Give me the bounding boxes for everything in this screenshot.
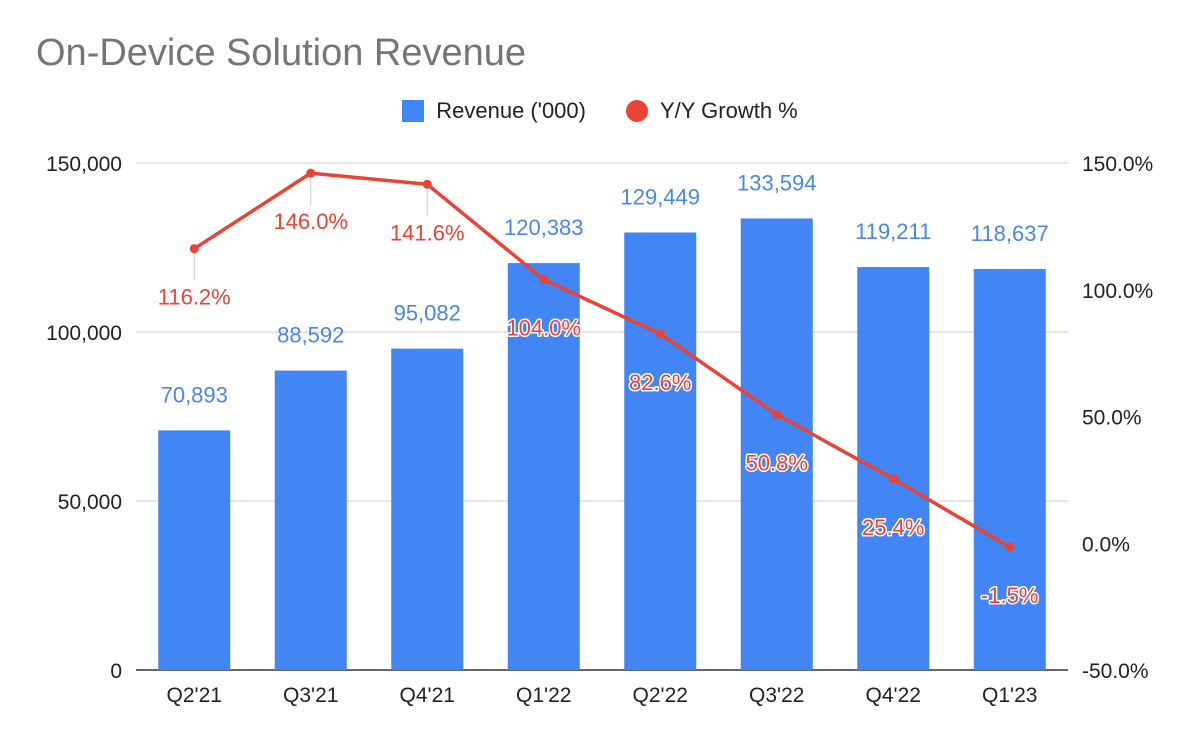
bar-revenue	[391, 348, 464, 670]
growth-point	[539, 275, 549, 285]
bar-data-label: 133,594	[737, 170, 817, 195]
x-tick-label: Q4'22	[866, 684, 921, 707]
bar-revenue	[507, 263, 580, 670]
legend-label-revenue: Revenue ('000)	[436, 98, 586, 123]
bar-revenue	[740, 218, 813, 671]
legend-swatch-growth	[625, 100, 648, 122]
growth-data-label: 146.0%	[273, 209, 348, 234]
y-right-tick-label: 100.0%	[1082, 280, 1153, 303]
growth-data-label: 50.8%	[746, 450, 808, 475]
growth-data-label: -1.5%	[981, 583, 1038, 608]
bar-data-label: 120,383	[504, 215, 584, 240]
growth-point	[1005, 542, 1015, 552]
growth-data-label: 82.6%	[629, 370, 691, 395]
x-tick-label: Q3'22	[749, 684, 804, 707]
bar-data-label: 70,893	[161, 382, 228, 407]
y-left-tick-label: 50,000	[58, 491, 122, 514]
x-tick-label: Q4'21	[400, 684, 455, 707]
bar-revenue	[158, 430, 231, 670]
growth-data-label: 141.6%	[390, 220, 465, 245]
growth-point	[422, 179, 432, 189]
growth-data-label: 116.2%	[158, 285, 231, 310]
growth-data-label: 104.0%	[506, 316, 581, 341]
x-tick-label: Q1'23	[982, 684, 1037, 707]
bar-revenue	[973, 269, 1046, 670]
bar-revenue	[274, 370, 347, 670]
bar-data-label: 119,211	[855, 219, 931, 244]
legend-item-growth: Y/Y Growth %	[625, 98, 798, 124]
growth-line	[193, 171, 1011, 549]
legend-label-growth: Y/Y Growth %	[659, 98, 798, 123]
growth-point	[306, 168, 316, 178]
legend-swatch-revenue	[402, 100, 425, 122]
y-right-tick-label: 50.0%	[1082, 407, 1142, 430]
bar-data-label: 88,592	[277, 323, 344, 348]
y-right-tick-label: 0.0%	[1082, 533, 1130, 556]
y-right-tick-label: -50.0%	[1082, 660, 1149, 683]
bar-data-label: 95,082	[394, 301, 461, 326]
bar-revenue	[624, 232, 697, 670]
x-tick-label: Q1'22	[516, 684, 571, 707]
growth-point	[189, 244, 199, 254]
legend-item-revenue: Revenue ('000)	[402, 98, 586, 124]
chart-legend: Revenue ('000) Y/Y Growth %	[0, 98, 1200, 124]
bar-data-label: 118,637	[971, 221, 1049, 246]
growth-point	[772, 409, 782, 419]
x-tick-label: Q2'21	[167, 684, 222, 707]
y-left-tick-label: 0	[110, 660, 122, 683]
chart-title: On-Device Solution Revenue	[36, 32, 527, 74]
x-tick-label: Q3'21	[283, 684, 338, 707]
x-tick-label: Q2'22	[633, 684, 688, 707]
growth-point	[655, 329, 665, 339]
bar-data-label: 129,449	[620, 184, 700, 209]
growth-point	[888, 474, 898, 484]
growth-data-label: 25.4%	[862, 515, 924, 540]
bar-revenue	[857, 267, 930, 670]
y-left-tick-label: 150,000	[46, 153, 122, 176]
y-right-tick-label: 150.0%	[1082, 153, 1153, 176]
y-left-tick-label: 100,000	[46, 322, 122, 345]
